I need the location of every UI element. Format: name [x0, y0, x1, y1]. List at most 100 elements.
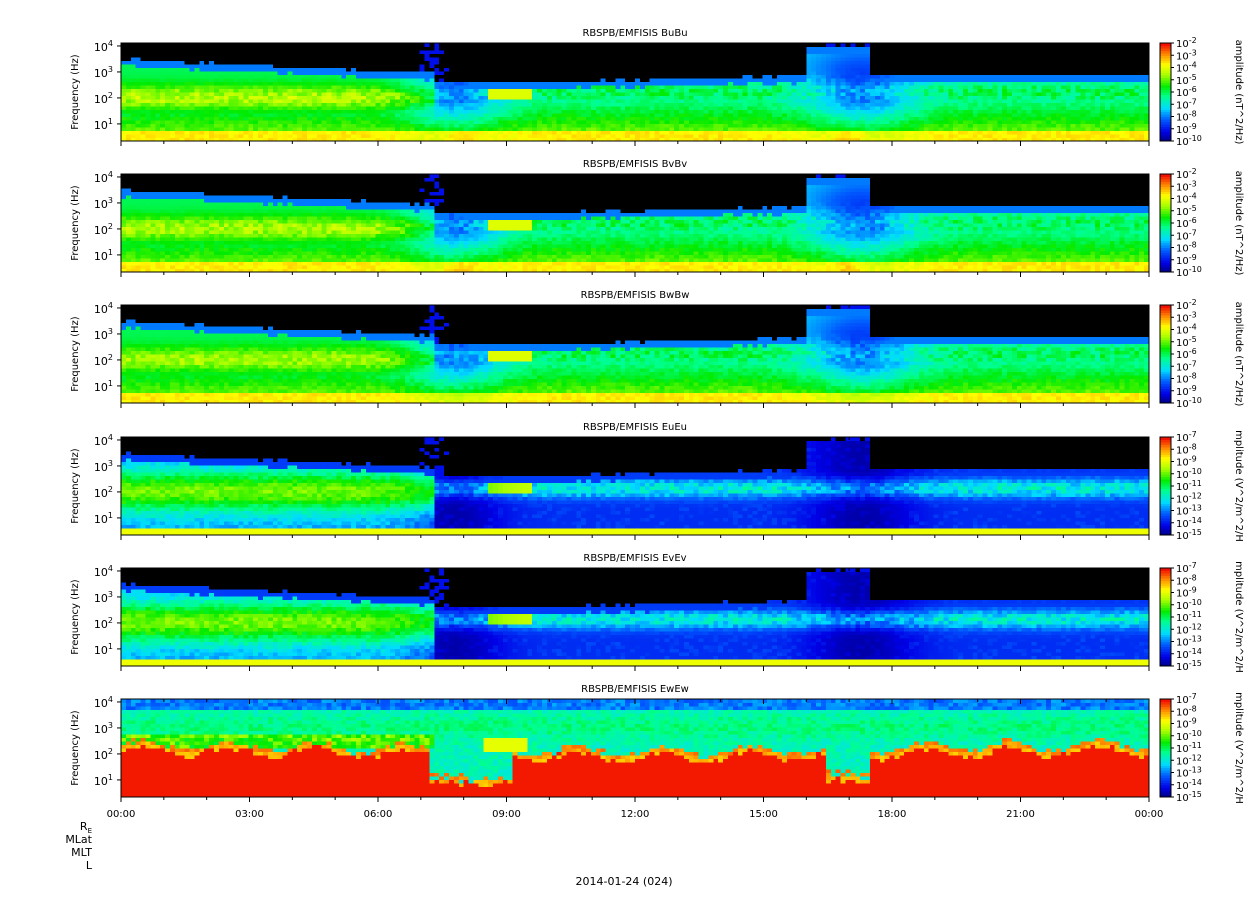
spectrogram-cell — [654, 71, 661, 76]
spectrogram-cell — [840, 102, 847, 107]
spectrogram-cell — [258, 46, 264, 51]
spectrogram-cell — [468, 57, 475, 62]
spectrogram-cell — [899, 46, 905, 51]
spectrogram-cell — [708, 102, 714, 107]
spectrogram-cell — [855, 99, 861, 104]
spectrogram-cell — [723, 99, 729, 104]
spectrogram-cell — [336, 81, 342, 86]
spectrogram-cell — [860, 123, 866, 128]
spectrogram-cell — [434, 109, 440, 114]
spectrogram-cell — [311, 130, 318, 135]
spectrogram-cell — [630, 46, 636, 51]
spectrogram-cell — [845, 95, 851, 100]
spectrogram-cell — [914, 81, 920, 86]
spectrogram-cell — [992, 123, 998, 128]
spectrogram-cell — [918, 46, 925, 51]
spectrogram-cell — [879, 64, 886, 69]
spectrogram-cell — [370, 109, 377, 114]
spectrogram-cell — [541, 46, 548, 51]
spectrogram-cell — [517, 102, 524, 107]
spectrogram-cell — [752, 46, 758, 51]
spectrogram-cell — [165, 74, 171, 79]
spectrogram-cell — [816, 74, 822, 79]
spectrogram-cell — [674, 64, 680, 69]
spectrogram-cell — [444, 95, 450, 100]
spectrogram-cell — [316, 53, 323, 58]
spectrogram-cell — [497, 109, 504, 114]
spectrogram-cell — [341, 81, 347, 86]
spectrogram-cell — [522, 60, 528, 65]
spectrogram-cell — [610, 102, 617, 107]
spectrogram-cell — [194, 88, 200, 93]
spectrogram-cell — [639, 46, 646, 51]
spectrogram-cell — [400, 53, 406, 58]
spectrogram-cell — [732, 134, 739, 139]
spectrogram-cell — [204, 123, 210, 128]
spectrogram-cell — [444, 109, 450, 114]
spectrogram-cell — [272, 102, 279, 107]
spectrogram-cell — [821, 53, 827, 58]
spectrogram-cell — [360, 130, 367, 135]
spectrogram-cell — [169, 113, 176, 118]
spectrogram-cell — [806, 57, 812, 62]
spectrogram-cell — [135, 57, 142, 62]
spectrogram-cell — [762, 71, 768, 76]
spectrogram-cell — [390, 120, 396, 125]
spectrogram-cell — [884, 123, 891, 128]
spectrogram-cell — [262, 113, 269, 118]
spectrogram-cell — [904, 57, 910, 62]
spectrogram-cell — [174, 109, 181, 114]
spectrogram-cell — [272, 67, 279, 72]
spectrogram-cell — [835, 60, 842, 65]
spectrogram-cell — [262, 60, 269, 65]
spectrogram-cell — [835, 127, 842, 132]
spectrogram-cell — [253, 127, 259, 132]
spectrogram-cell — [874, 64, 881, 69]
spectrogram-cell — [160, 102, 166, 107]
spectrogram-cell — [267, 95, 274, 100]
spectrogram-cell — [380, 88, 386, 93]
spectrogram-cell — [179, 134, 186, 139]
spectrogram-cell — [404, 102, 411, 107]
spectrogram-cell — [718, 109, 724, 114]
spectrogram-cell — [218, 130, 225, 135]
spectrogram-cell — [238, 81, 244, 86]
spectrogram-cell — [958, 71, 964, 76]
spectrogram-cell — [243, 109, 249, 114]
spectrogram-cell — [796, 123, 803, 128]
spectrogram-cell — [512, 50, 519, 55]
spectrogram-cell — [326, 43, 333, 48]
spectrogram-cell — [737, 81, 744, 86]
spectrogram-cell — [551, 116, 558, 121]
spectrogram-cell — [253, 78, 259, 83]
spectrogram-cell — [130, 57, 137, 62]
spectrogram-cell — [860, 57, 866, 62]
spectrogram-cell — [453, 92, 460, 97]
spectrogram-cell — [860, 99, 866, 104]
spectrogram-cell — [664, 57, 670, 62]
spectrogram-cell — [253, 43, 259, 48]
spectrogram-cell — [713, 92, 719, 97]
spectrogram-cell — [194, 127, 200, 132]
spectrogram-cell — [835, 92, 842, 97]
spectrogram-cell — [414, 123, 421, 128]
spectrogram-cell — [395, 53, 401, 58]
spectrogram-cell — [987, 109, 993, 114]
spectrogram-cell — [424, 67, 430, 72]
spectrogram-cell — [522, 137, 528, 142]
spectrogram-cell — [987, 134, 993, 139]
spectrogram-cell — [723, 81, 729, 86]
spectrogram-cell — [850, 134, 856, 139]
spectrogram-cell — [683, 113, 690, 118]
spectrogram-cell — [630, 113, 636, 118]
spectrogram-cell — [517, 134, 524, 139]
spectrogram-cell — [581, 127, 587, 132]
spectrogram-cell — [150, 134, 156, 139]
spectrogram-cell — [316, 127, 323, 132]
spectrogram-cell — [135, 71, 142, 76]
spectrogram-cell — [302, 92, 308, 97]
spectrogram-cell — [728, 50, 734, 55]
spectrogram-cell — [351, 85, 357, 90]
spectrogram-cell — [468, 71, 475, 76]
spectrogram-cell — [429, 64, 435, 69]
